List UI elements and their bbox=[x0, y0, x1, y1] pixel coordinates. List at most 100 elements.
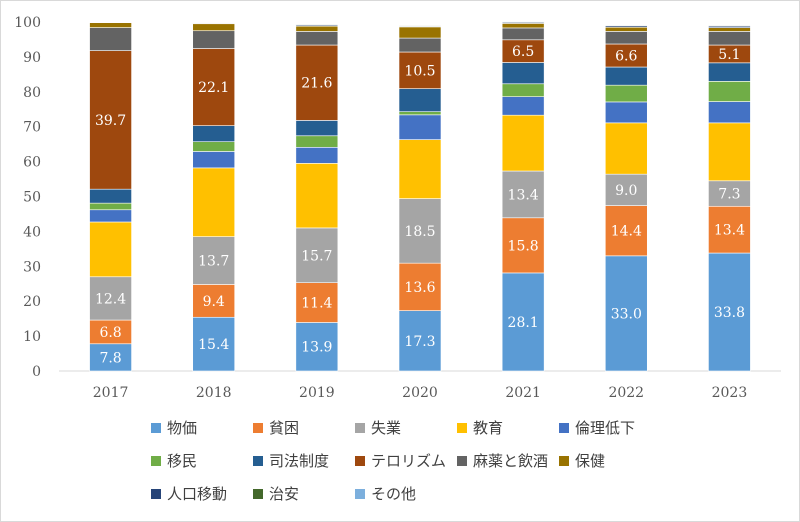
data-label: 33.0 bbox=[611, 306, 642, 322]
y-axis: 0 10 20 30 40 50 60 70 80 90 100 bbox=[14, 15, 41, 380]
legend-item: 治安 bbox=[253, 483, 299, 504]
bar-segment bbox=[192, 23, 236, 32]
data-label: 21.6 bbox=[301, 76, 332, 92]
bar-segment bbox=[398, 26, 442, 39]
bar-segment bbox=[501, 96, 545, 116]
bar-segment bbox=[708, 252, 751, 372]
x-tick-label: 2022 bbox=[608, 385, 644, 401]
bar-segment bbox=[192, 151, 236, 169]
legend-swatch bbox=[355, 488, 365, 499]
legend-label: 貧困 bbox=[269, 419, 300, 437]
legend-label: 倫理低下 bbox=[575, 419, 636, 437]
data-labels: 7.8 6.8 12.4 39.7 15.4 9.4 13.7 22.1 13.9 11.4 15.… bbox=[95, 44, 745, 366]
data-label: 33.8 bbox=[714, 305, 745, 321]
legend-label: 司法制度 bbox=[269, 452, 330, 470]
bar-segment bbox=[192, 236, 236, 285]
bar-segment bbox=[604, 173, 648, 206]
data-label: 15.8 bbox=[508, 238, 539, 254]
data-label: 15.4 bbox=[198, 337, 229, 353]
legend-item: 司法制度 bbox=[253, 450, 329, 471]
bar-segment bbox=[501, 23, 545, 29]
bar-segment bbox=[398, 262, 442, 311]
data-label: 6.5 bbox=[512, 44, 534, 60]
legend-swatch bbox=[151, 455, 161, 466]
bar-segment bbox=[89, 188, 132, 204]
data-label: 6.8 bbox=[99, 325, 121, 341]
data-label: 22.1 bbox=[198, 80, 229, 96]
data-label: 13.4 bbox=[714, 223, 745, 239]
legend-item: 倫理低下 bbox=[559, 417, 635, 438]
data-label: 5.1 bbox=[718, 47, 740, 63]
legend-label: その他 bbox=[371, 485, 417, 503]
legend-item: テロリズム bbox=[355, 450, 446, 471]
bar-segment bbox=[501, 272, 545, 372]
data-label: 7.3 bbox=[718, 187, 740, 203]
bar-segment bbox=[192, 125, 236, 143]
bar-segment bbox=[501, 62, 545, 85]
bar-segment bbox=[192, 141, 236, 152]
bar-segment bbox=[708, 180, 751, 207]
x-tick-label: 2023 bbox=[712, 385, 748, 401]
bar-segment bbox=[604, 122, 648, 175]
legend-swatch bbox=[253, 422, 263, 433]
data-label: 15.7 bbox=[301, 248, 332, 264]
bar-segment bbox=[398, 114, 442, 140]
bar-segment bbox=[295, 120, 339, 137]
bar-segment bbox=[295, 282, 339, 323]
data-label: 9.4 bbox=[203, 294, 225, 310]
legend-label: 失業 bbox=[371, 419, 402, 437]
stacked-bar-chart: 7.8 6.8 12.4 39.7 15.4 9.4 13.7 22.1 13.9 11.4 15.… bbox=[14, 15, 781, 401]
legend-swatch bbox=[457, 422, 467, 433]
legend-swatch bbox=[559, 455, 569, 466]
legend-label: 移民 bbox=[167, 452, 198, 470]
bar-segment bbox=[398, 51, 442, 89]
bar-segment bbox=[708, 122, 751, 182]
bar-segment bbox=[295, 163, 339, 229]
x-tick-label: 2019 bbox=[299, 385, 335, 401]
legend-swatch bbox=[253, 488, 263, 499]
legend-label: 人口移動 bbox=[167, 485, 228, 503]
bar-segment bbox=[89, 276, 132, 321]
bar-segment bbox=[89, 202, 132, 211]
legend-label: 物価 bbox=[167, 419, 198, 437]
legend-item: 貧困 bbox=[253, 417, 299, 438]
data-label: 11.4 bbox=[301, 296, 332, 312]
bar-segment bbox=[604, 255, 648, 372]
bar-segment bbox=[604, 66, 648, 86]
bars bbox=[89, 21, 751, 372]
x-tick-label: 2021 bbox=[505, 385, 541, 401]
y-tick-label: 50 bbox=[23, 190, 41, 206]
data-label: 13.7 bbox=[198, 254, 229, 270]
legend-swatch bbox=[253, 455, 263, 466]
legend-label: テロリズム bbox=[371, 452, 447, 470]
bar-segment bbox=[708, 62, 751, 82]
bar-segment bbox=[89, 209, 132, 223]
y-tick-label: 80 bbox=[23, 85, 41, 101]
bar-segment bbox=[192, 316, 236, 372]
bar-segment bbox=[295, 146, 339, 164]
y-tick-label: 30 bbox=[23, 259, 41, 275]
legend-swatch bbox=[151, 422, 161, 433]
bar-segment bbox=[708, 101, 751, 124]
data-label: 9.0 bbox=[615, 183, 637, 199]
bar-segment bbox=[708, 27, 751, 32]
legend-label: 保健 bbox=[575, 452, 606, 470]
bar-segment bbox=[398, 310, 442, 372]
x-tick-label: 2017 bbox=[93, 385, 129, 401]
bar-segment bbox=[604, 205, 648, 257]
legend-label: 教育 bbox=[473, 419, 504, 437]
bar-segment bbox=[398, 111, 442, 116]
data-label: 17.3 bbox=[404, 334, 435, 350]
legend-swatch bbox=[151, 488, 161, 499]
y-tick-label: 100 bbox=[14, 15, 41, 31]
bar-segment bbox=[89, 50, 132, 190]
bar-segment bbox=[89, 22, 132, 28]
x-axis: 2017 2018 2019 2020 2021 2022 2023 bbox=[93, 385, 747, 401]
bar-segment bbox=[398, 37, 442, 53]
legend-item: 人口移動 bbox=[151, 483, 227, 504]
data-label: 13.6 bbox=[404, 280, 435, 296]
legend-item: 失業 bbox=[355, 417, 401, 438]
bar-segment bbox=[604, 31, 648, 45]
legend-item: 麻薬と飲酒 bbox=[457, 450, 548, 471]
